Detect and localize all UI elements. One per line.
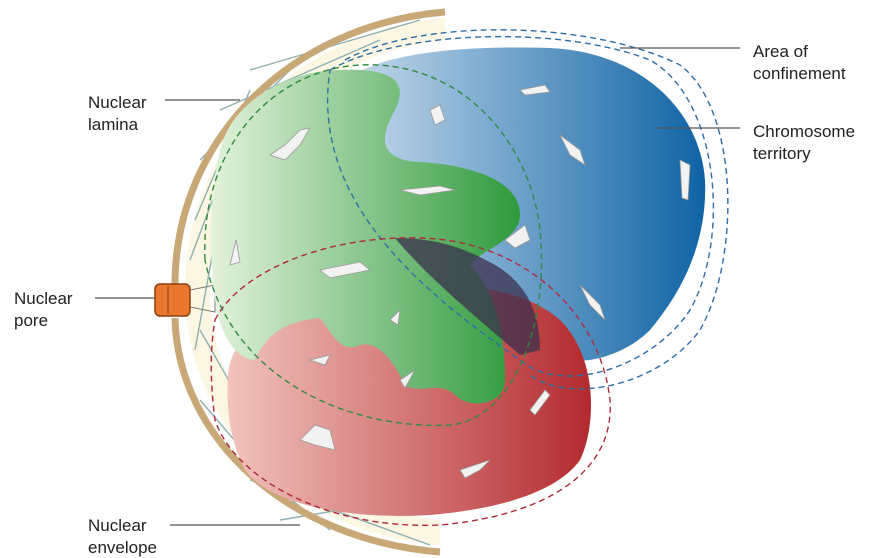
label-line: Nuclear	[88, 93, 147, 112]
label-line: Nuclear	[14, 289, 73, 308]
label: Chromosome territory	[753, 122, 855, 163]
label: Nuclear pore	[14, 289, 73, 330]
label: Area of confinement	[753, 42, 846, 83]
label-line: Chromosome	[753, 122, 855, 141]
label-line: Nuclear	[88, 516, 147, 535]
label-line: Area of	[753, 42, 808, 61]
label: Nuclear envelope	[88, 516, 157, 557]
label-line: territory	[753, 144, 811, 163]
interchromatin-spaces	[229, 84, 691, 479]
territory-overlap	[395, 238, 540, 355]
nuclear-envelope	[171, 8, 446, 286]
label: Nuclear lamina	[88, 93, 147, 134]
label-line: confinement	[753, 64, 846, 83]
label-line: lamina	[88, 115, 139, 134]
confinement-outlines	[204, 29, 729, 527]
nuclear-pore	[154, 283, 216, 317]
leader-lines	[95, 47, 740, 526]
chromosome-territory-blue	[340, 47, 706, 361]
label-line: envelope	[88, 538, 157, 557]
label-line: pore	[14, 311, 48, 330]
